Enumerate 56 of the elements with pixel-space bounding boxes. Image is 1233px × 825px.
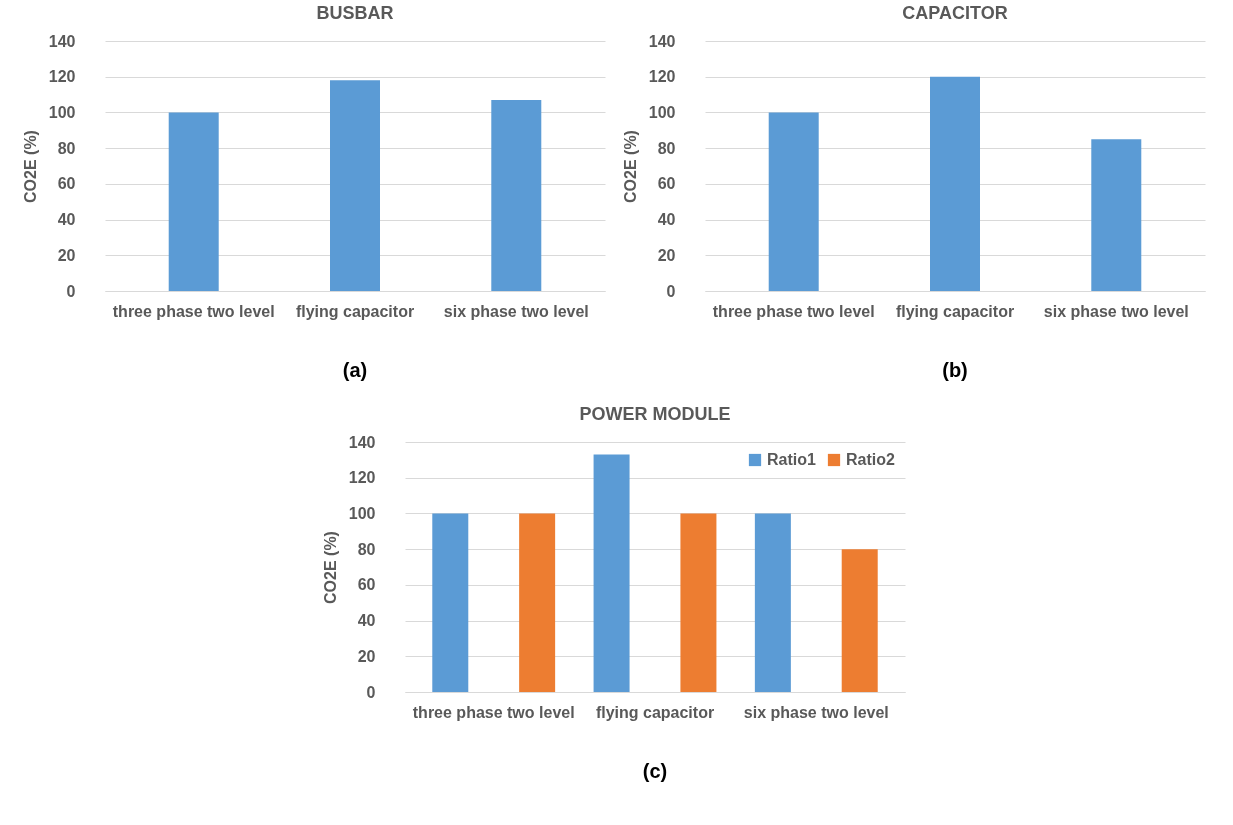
x-tick-label: six phase two level [443,302,589,320]
y-tick-label: 60 [657,175,676,193]
legend-label: Ratio1 [766,451,816,468]
x-tick-label: six phase two level [743,703,889,721]
x-tick-label: flying capacitor [595,703,714,721]
y-tick-label: 140 [648,32,676,50]
y-axis-title: CO2E (%) [621,130,639,203]
y-axis-title: CO2E (%) [21,130,39,203]
y-tick-label: 0 [666,282,676,300]
bar [679,513,716,692]
bar [841,549,878,692]
chart-title: BUSBAR [315,3,394,23]
y-tick-label: 80 [657,139,676,157]
bar [431,513,468,692]
x-tick-label: six phase two level [1043,302,1189,320]
x-tick-label: three phase two level [112,302,275,320]
y-tick-label: 0 [66,282,76,300]
y-tick-label: 0 [366,683,376,701]
chart-title: POWER MODULE [579,404,730,424]
bar [1090,139,1141,291]
bar [490,99,541,291]
bar [329,80,380,291]
x-tick-label: three phase two level [412,703,575,721]
legend-label: Ratio2 [845,451,895,468]
y-tick-label: 80 [357,540,376,558]
bar [518,513,555,692]
y-tick-label: 120 [348,469,376,487]
x-tick-label: flying capacitor [295,302,414,320]
y-tick-label: 20 [57,246,76,264]
bar [768,112,819,291]
text: (a) [342,359,367,381]
bar [929,76,980,291]
y-axis-title: CO2E (%) [321,531,339,604]
text: (c) [642,760,667,782]
y-tick-label: 100 [348,504,376,522]
y-tick-label: 140 [48,32,76,50]
chart-title: CAPACITOR [901,3,1008,23]
y-tick-label: 40 [357,612,376,630]
y-tick-label: 20 [357,647,376,665]
y-tick-label: 140 [348,433,376,451]
bar [168,112,219,291]
y-tick-label: 20 [657,246,676,264]
y-tick-label: 60 [357,576,376,594]
y-tick-label: 120 [648,68,676,86]
bar [593,454,630,692]
bar [754,513,791,692]
text: (b) [941,359,968,381]
y-tick-label: 80 [57,139,76,157]
y-tick-label: 100 [648,103,676,121]
x-tick-label: flying capacitor [895,302,1014,320]
x-tick-label: three phase two level [712,302,875,320]
y-tick-label: 40 [657,211,676,229]
y-tick-label: 120 [48,68,76,86]
y-tick-label: 100 [48,103,76,121]
y-tick-label: 60 [57,175,76,193]
y-tick-label: 40 [57,211,76,229]
